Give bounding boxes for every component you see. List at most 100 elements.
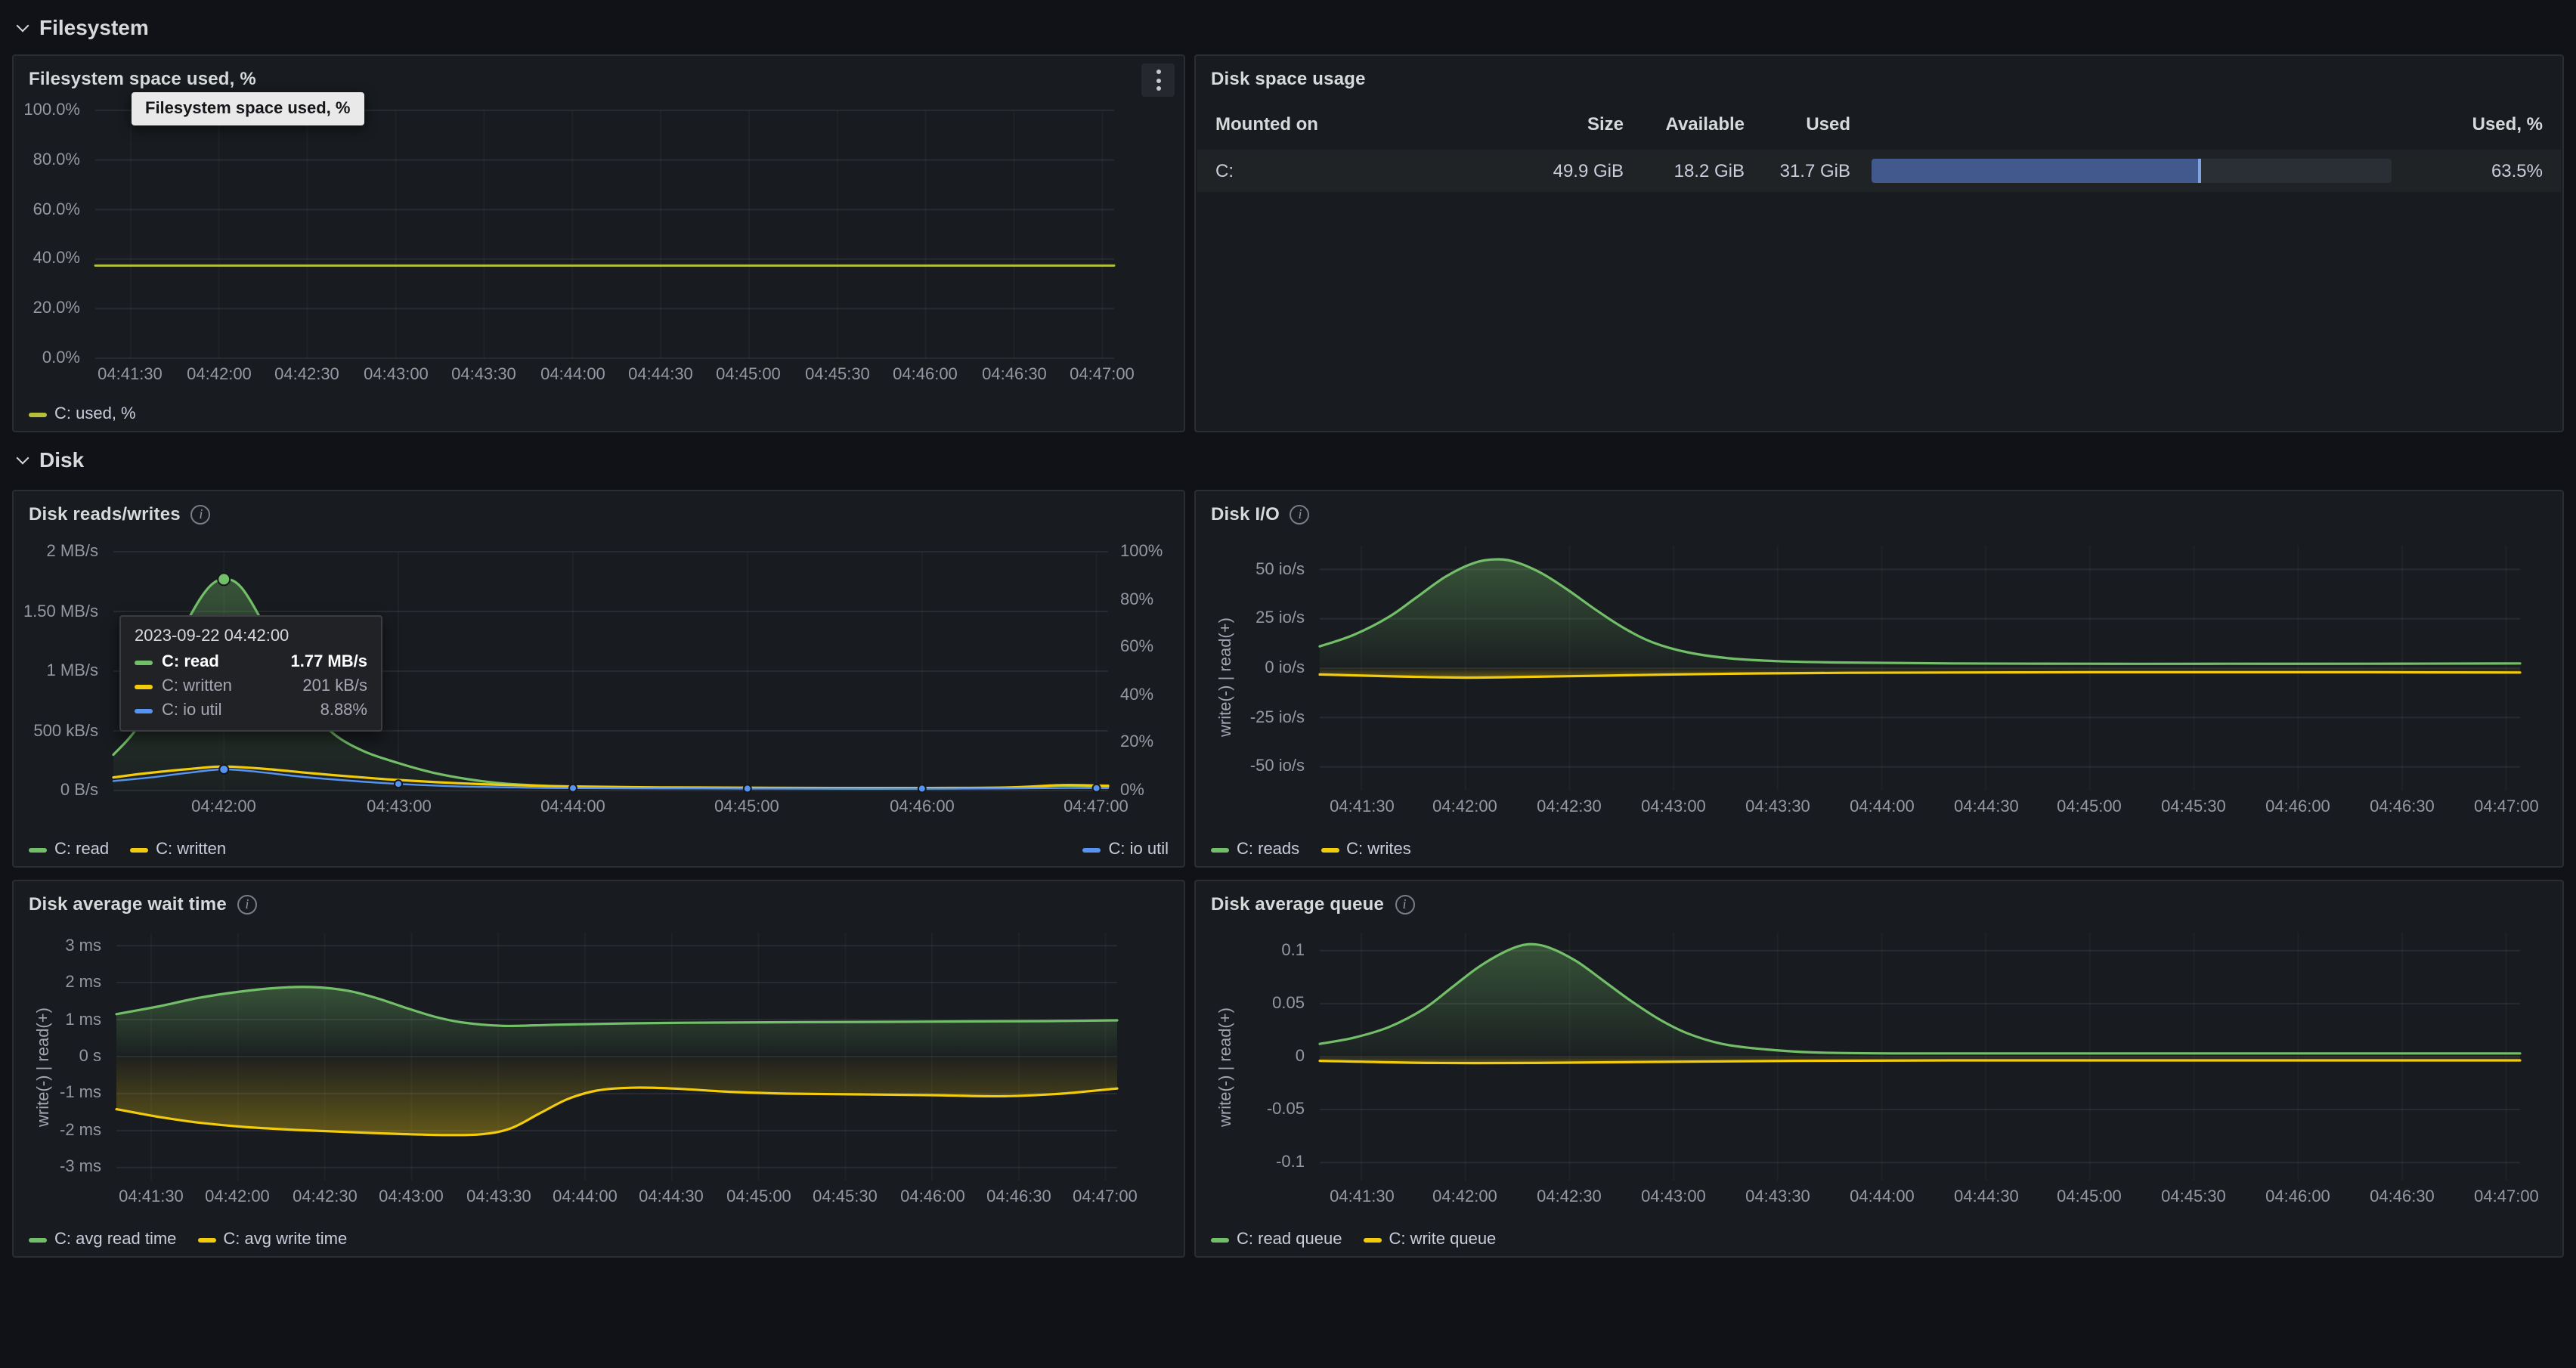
panel-filesystem-space-used: Filesystem space used, % 0.0% 20.0% 40.0% 6… bbox=[12, 54, 1185, 432]
panel-title: Filesystem space used, % bbox=[29, 68, 256, 89]
table-row[interactable]: C: 49.9 GiB 18.2 GiB 31.7 GiB 63.5% bbox=[1197, 150, 2561, 192]
panel-disk-avg-wait-time: Disk average wait time i write(-) | read… bbox=[12, 880, 1185, 1258]
x-tick-label: 04:45:30 bbox=[813, 1188, 878, 1206]
filesystem-space-chart[interactable]: 0.0% 20.0% 40.0% 60.0% 80.0% 100.0% 04:41:30 04… bbox=[20, 95, 1178, 395]
legend-right-group: C: io util bbox=[1082, 840, 1169, 859]
col-header-size[interactable]: Size bbox=[1587, 113, 1624, 135]
x-tick-label: 04:47:00 bbox=[2474, 1188, 2539, 1206]
disk-space-table: Mounted on Size Available Used Used, % C… bbox=[1197, 98, 2561, 192]
x-tick-label: 04:45:30 bbox=[805, 366, 870, 384]
disk-avg-queue-chart[interactable]: 0.1 0.05 0 -0.05 -0.1 04:41:30 04:42:00 04:42:3… bbox=[1202, 924, 2556, 1217]
y-tick-label: -50 io/s bbox=[1249, 757, 1305, 775]
y-tick-label: 0 io/s bbox=[1265, 659, 1305, 677]
x-tick-label: 04:42:00 bbox=[205, 1188, 270, 1206]
y-tick-label: -0.1 bbox=[1276, 1153, 1305, 1171]
chevron-down-icon bbox=[15, 452, 30, 467]
legend-label: C: written bbox=[156, 840, 227, 859]
x-tick-label: 04:45:00 bbox=[726, 1188, 791, 1206]
panel-disk-space-usage: Disk space usage Mounted on Size Availab… bbox=[1194, 54, 2564, 432]
y2-tick-label: 40% bbox=[1120, 686, 1154, 704]
usage-gauge-track bbox=[1872, 159, 2392, 183]
panel-header-disk-io[interactable]: Disk I/O i bbox=[1196, 491, 2562, 534]
x-tick-label: 04:44:30 bbox=[1954, 1188, 2019, 1206]
x-tick-label: 04:46:30 bbox=[2370, 1188, 2435, 1206]
legend-item-c-used[interactable]: C: used, % bbox=[29, 405, 136, 423]
legend: C: used, % bbox=[29, 405, 136, 423]
info-icon[interactable]: i bbox=[1290, 504, 1310, 524]
panel-header-filesystem-space[interactable]: Filesystem space used, % bbox=[14, 56, 1184, 98]
legend-label: C: writes bbox=[1346, 840, 1411, 859]
cell-gauge bbox=[1850, 159, 2413, 183]
info-icon[interactable]: i bbox=[1395, 894, 1415, 914]
tooltip-row: C: io util 8.88% bbox=[135, 701, 367, 720]
panel-header-disk-rw[interactable]: Disk reads/writes i bbox=[14, 491, 1184, 534]
x-tick-label: 04:43:00 bbox=[1641, 798, 1706, 816]
series-swatch bbox=[135, 684, 153, 689]
legend-item-c-reads[interactable]: C: reads bbox=[1211, 840, 1299, 859]
info-icon[interactable]: i bbox=[237, 894, 257, 914]
y-tick-label: 0 bbox=[1295, 1048, 1305, 1066]
x-tick-label: 04:43:30 bbox=[466, 1188, 531, 1206]
x-tick-label: 04:43:30 bbox=[1745, 798, 1810, 816]
x-tick-label: 04:42:00 bbox=[187, 366, 252, 384]
legend-item-avg-write-time[interactable]: C: avg write time bbox=[197, 1230, 347, 1249]
y-tick-label: -0.05 bbox=[1266, 1100, 1305, 1119]
y-tick-label: 60.0% bbox=[33, 201, 80, 219]
legend-label: C: read bbox=[54, 840, 110, 859]
legend-item-c-written[interactable]: C: written bbox=[130, 840, 226, 859]
x-tick-label: 04:44:30 bbox=[628, 366, 693, 384]
section-row-filesystem[interactable]: Filesystem bbox=[15, 15, 149, 39]
x-tick-label: 04:44:00 bbox=[1850, 798, 1915, 816]
panel-title-tooltip: Filesystem space used, % bbox=[132, 92, 364, 125]
series-swatch bbox=[1321, 847, 1339, 852]
series-swatch bbox=[1082, 847, 1101, 852]
x-tick-label: 04:42:00 bbox=[1432, 1188, 1497, 1206]
col-header-used-pct[interactable]: Used, % bbox=[2472, 113, 2543, 135]
y-tick-label: 0.0% bbox=[42, 349, 80, 367]
x-tick-label: 04:42:00 bbox=[1432, 798, 1497, 816]
legend-item-read-queue[interactable]: C: read queue bbox=[1211, 1230, 1342, 1249]
x-tick-label: 04:41:30 bbox=[1330, 1188, 1395, 1206]
legend: C: reads C: writes bbox=[1211, 840, 1411, 859]
col-header-mounted-on[interactable]: Mounted on bbox=[1215, 113, 1318, 135]
legend-item-c-writes[interactable]: C: writes bbox=[1321, 840, 1411, 859]
tooltip-timestamp: 2023-09-22 04:42:00 bbox=[135, 627, 289, 645]
x-tick-label: 04:46:00 bbox=[900, 1188, 965, 1206]
legend-item-write-queue[interactable]: C: write queue bbox=[1363, 1230, 1496, 1249]
panel-menu-button[interactable] bbox=[1141, 63, 1175, 97]
col-header-used[interactable]: Used bbox=[1806, 113, 1850, 135]
disk-avg-wait-chart[interactable]: 3 ms 2 ms 1 ms 0 s -1 ms -2 ms -3 ms 04:41:30 04… bbox=[20, 924, 1178, 1217]
series-swatch bbox=[1211, 847, 1229, 852]
series-swatch bbox=[29, 847, 47, 852]
legend-left-group: C: read C: written bbox=[29, 840, 226, 859]
panel-header-disk-wait[interactable]: Disk average wait time i bbox=[14, 881, 1184, 924]
tooltip-series-value: 1.77 MB/s bbox=[290, 653, 368, 671]
section-row-disk[interactable]: Disk bbox=[15, 447, 84, 472]
x-tick-label: 04:46:00 bbox=[893, 366, 958, 384]
legend-label: C: io util bbox=[1108, 840, 1169, 859]
panel-header-disk-queue[interactable]: Disk average queue i bbox=[1196, 881, 2562, 924]
y-tick-label: 1 MB/s bbox=[46, 662, 98, 680]
y-tick-label: 1.50 MB/s bbox=[23, 603, 98, 621]
legend-item-c-io-util[interactable]: C: io util bbox=[1082, 840, 1169, 859]
x-tick-label: 04:41:30 bbox=[1330, 798, 1395, 816]
col-header-available[interactable]: Available bbox=[1665, 113, 1745, 135]
info-icon[interactable]: i bbox=[190, 504, 211, 524]
legend-item-avg-read-time[interactable]: C: avg read time bbox=[29, 1230, 176, 1249]
disk-reads-writes-chart[interactable]: 0 B/s 500 kB/s 1 MB/s 1.50 MB/s 2 MB/s 0% 20% 4… bbox=[20, 534, 1178, 827]
y-tick-label: 80.0% bbox=[33, 151, 80, 169]
disk-io-chart[interactable]: 50 io/s 25 io/s 0 io/s -25 io/s -50 io/s 04:4… bbox=[1202, 534, 2556, 827]
panel-header-disk-space[interactable]: Disk space usage bbox=[1196, 56, 2562, 98]
x-tick-label: 04:46:00 bbox=[2265, 798, 2330, 816]
y-tick-label: 0 B/s bbox=[60, 781, 98, 800]
panel-title: Disk I/O bbox=[1211, 503, 1280, 525]
x-tick-label: 04:47:00 bbox=[1070, 366, 1135, 384]
y-tick-label: 1 ms bbox=[65, 1011, 101, 1029]
legend-item-c-read[interactable]: C: read bbox=[29, 840, 109, 859]
x-tick-label: 04:44:00 bbox=[553, 1188, 618, 1206]
series-swatch bbox=[135, 708, 153, 713]
y-tick-label: -2 ms bbox=[60, 1122, 101, 1140]
chart-svg bbox=[1318, 933, 2522, 1181]
x-tick-label: 04:44:30 bbox=[639, 1188, 704, 1206]
